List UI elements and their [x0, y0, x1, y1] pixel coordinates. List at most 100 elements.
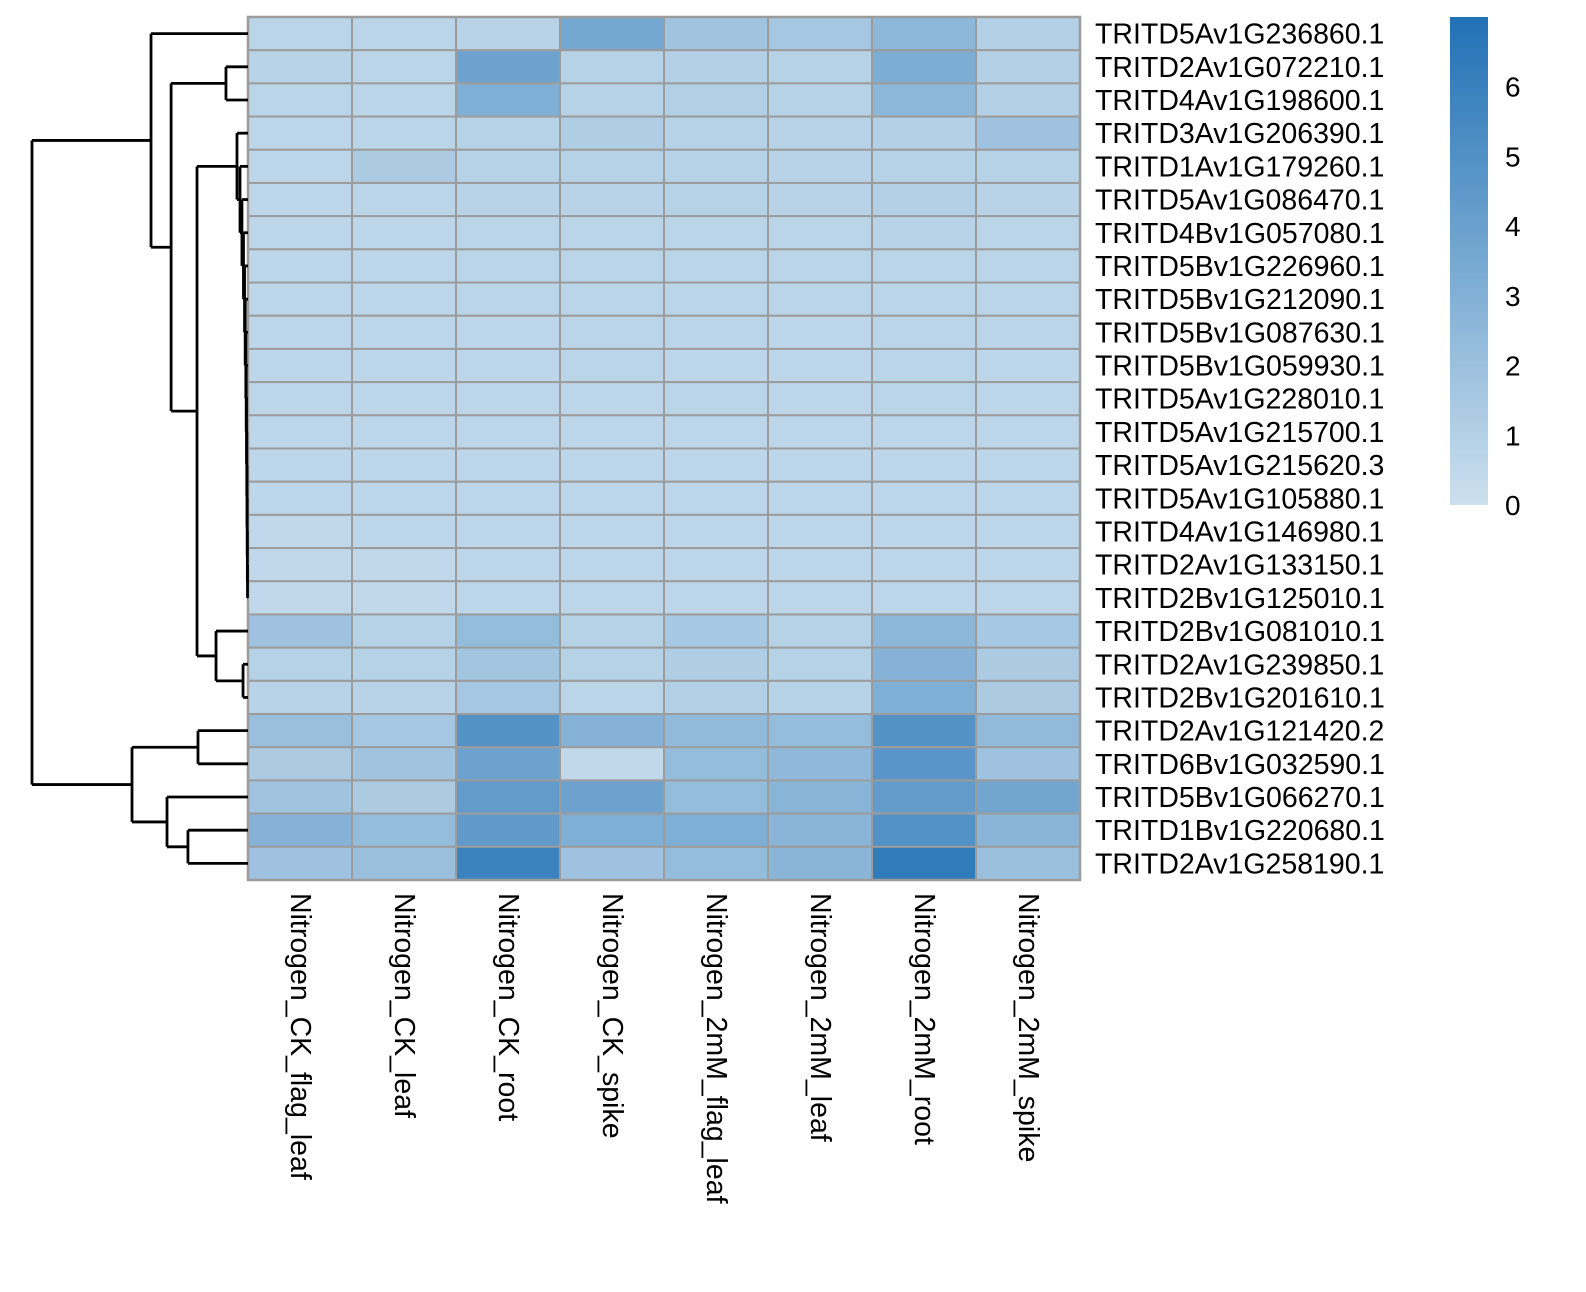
- heatmap-cell: [871, 115, 977, 151]
- heatmap-cell: [871, 779, 977, 815]
- row-label: TRITD2Bv1G201610.1: [1095, 682, 1385, 714]
- legend-tick-label: 0: [1505, 490, 1521, 521]
- heatmap-cell: [559, 281, 665, 317]
- heatmap-cell: [663, 381, 769, 417]
- heatmap-cell: [767, 746, 873, 782]
- heatmap-cell: [767, 115, 873, 151]
- heatmap-cell: [871, 812, 977, 848]
- heatmap-cell: [455, 414, 561, 450]
- heatmap-cell: [767, 646, 873, 682]
- heatmap-cell: [767, 181, 873, 218]
- heatmap-cell: [247, 746, 353, 782]
- legend-tick-label: 1: [1505, 420, 1521, 451]
- heatmap-cell: [767, 381, 873, 417]
- heatmap-cell: [871, 215, 977, 251]
- heatmap-cell: [767, 613, 873, 649]
- column-label: Nitrogen_2mM_flag_leaf: [700, 893, 732, 1204]
- heatmap-cell: [663, 779, 769, 815]
- row-label: TRITD1Av1G179260.1: [1095, 151, 1384, 183]
- heatmap-cell: [767, 148, 873, 184]
- heatmap-cell: [455, 248, 561, 284]
- heatmap-cell: [247, 447, 353, 483]
- heatmap-cell: [767, 414, 873, 450]
- row-dendrogram: [30, 32, 249, 865]
- heatmap-cell: [351, 215, 457, 251]
- heatmap-cell: [663, 812, 769, 848]
- heatmap-cell: [663, 347, 769, 384]
- heatmap-cell: [871, 314, 977, 350]
- heatmap-cell: [351, 613, 457, 649]
- heatmap-cell: [247, 513, 353, 550]
- heatmap-cell: [767, 314, 873, 350]
- row-label: TRITD2Bv1G081010.1: [1095, 616, 1385, 648]
- heatmap-cell: [247, 381, 353, 417]
- heatmap-cell: [663, 480, 769, 516]
- heatmap-cell: [767, 713, 873, 749]
- heatmap-cell: [455, 181, 561, 218]
- row-label: TRITD1Bv1G220680.1: [1095, 815, 1385, 847]
- heatmap-cell: [351, 414, 457, 450]
- heatmap-cell: [559, 679, 665, 716]
- heatmap-cell: [871, 181, 977, 218]
- heatmap-cell: [871, 16, 977, 52]
- heatmap-cell: [871, 414, 977, 450]
- heatmap-cell: [351, 381, 457, 417]
- heatmap-cell: [663, 82, 769, 118]
- heatmap-cell: [975, 713, 1081, 749]
- heatmap-cell: [455, 547, 561, 583]
- legend-tick-label: 3: [1505, 281, 1521, 312]
- legend-tick-label: 4: [1505, 211, 1521, 242]
- heatmap-cell: [247, 613, 353, 649]
- heatmap-cell: [247, 713, 353, 749]
- heatmap-cell: [975, 613, 1081, 649]
- heatmap-cell: [455, 779, 561, 815]
- heatmap-cell: [247, 314, 353, 350]
- heatmap-cell: [663, 314, 769, 350]
- heatmap-cell: [975, 115, 1081, 151]
- heatmap-cell: [975, 381, 1081, 417]
- heatmap-cell: [351, 281, 457, 317]
- row-label: TRITD5Av1G086470.1: [1095, 185, 1384, 217]
- heatmap-cell: [559, 82, 665, 118]
- heatmap-cell: [975, 148, 1081, 184]
- heatmap-cell: [247, 547, 353, 583]
- heatmap-cell: [975, 215, 1081, 251]
- heatmap-cell: [975, 414, 1081, 450]
- row-label: TRITD3Av1G206390.1: [1095, 118, 1384, 150]
- heatmap-cell: [975, 547, 1081, 583]
- heatmap-cell: [767, 679, 873, 716]
- heatmap-cell: [871, 679, 977, 716]
- column-label: Nitrogen_2mM_spike: [1012, 893, 1044, 1162]
- heatmap-cell: [559, 513, 665, 550]
- heatmap-cell: [663, 248, 769, 284]
- column-label: Nitrogen_CK_root: [492, 893, 524, 1121]
- heatmap-cell: [663, 215, 769, 251]
- heatmap-cell: [975, 679, 1081, 716]
- row-label: TRITD5Bv1G087630.1: [1095, 317, 1385, 349]
- row-label: TRITD5Bv1G059930.1: [1095, 351, 1385, 383]
- heatmap-cell: [247, 480, 353, 516]
- heatmap-cell: [871, 480, 977, 516]
- heatmap-cell: [247, 812, 353, 848]
- heatmap-cell: [871, 547, 977, 583]
- legend-tick-label: 2: [1505, 351, 1521, 382]
- heatmap-cell: [871, 347, 977, 384]
- heatmap-cell: [559, 646, 665, 682]
- heatmap-cell: [247, 779, 353, 815]
- heatmap-cell: [975, 580, 1081, 616]
- heatmap-cell: [663, 646, 769, 682]
- heatmap-cell: [351, 547, 457, 583]
- heatmap-cell: [975, 347, 1081, 384]
- heatmap-cell: [871, 281, 977, 317]
- heatmap-cell: [767, 480, 873, 516]
- row-label: TRITD4Av1G146980.1: [1095, 516, 1384, 548]
- row-label: TRITD5Bv1G066270.1: [1095, 782, 1385, 814]
- heatmap-cell: [663, 16, 769, 52]
- column-label: Nitrogen_2mM_root: [908, 893, 940, 1145]
- heatmap-cell: [351, 181, 457, 218]
- heatmap-cell: [663, 845, 769, 881]
- row-label: TRITD5Av1G236860.1: [1095, 19, 1384, 51]
- heatmap-cell: [767, 16, 873, 52]
- heatmap-cell: [351, 746, 457, 782]
